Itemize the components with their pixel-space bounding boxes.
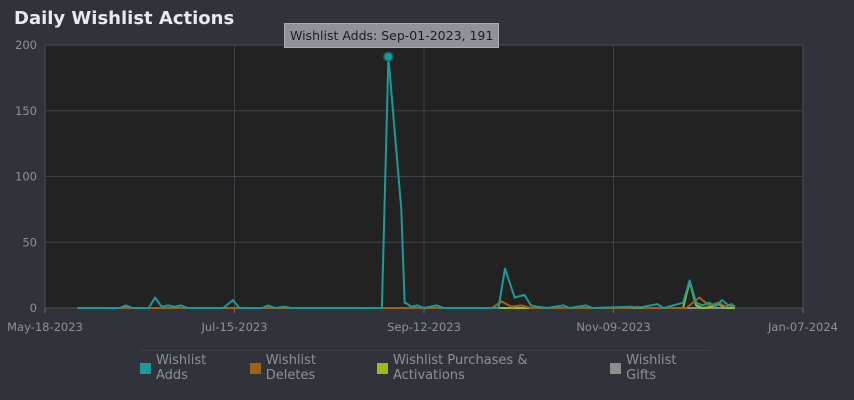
legend-swatch xyxy=(249,362,261,374)
panel-title: Daily Wishlist Actions xyxy=(14,8,235,29)
grid-lines xyxy=(45,45,803,308)
legend-label: Wishlist Deletes xyxy=(265,353,317,383)
legend-swatch xyxy=(140,362,151,374)
y-tick-label: 0 xyxy=(30,301,37,315)
legend-item-wishlist-gifts[interactable]: Wishlist Gifts xyxy=(610,353,710,383)
chart-legend: Wishlist Adds Wishlist Deletes Wishlist Pu… xyxy=(140,350,710,383)
chart-tooltip: Wishlist Adds: Sep-01-2023, 191 xyxy=(284,23,500,48)
legend-item-wishlist-purchases-activations[interactable]: Wishlist Purchases & Activations xyxy=(377,353,602,383)
x-tick-label: May-18-2023 xyxy=(7,320,83,334)
x-tick-label: Jul-15-2023 xyxy=(200,320,267,334)
series-line-wishlist-purchases-activations xyxy=(77,280,735,309)
y-tick-label: 50 xyxy=(22,235,37,249)
highlight-point xyxy=(383,51,394,63)
legend-item-wishlist-adds[interactable]: Wishlist Adds xyxy=(140,353,242,383)
hover-marker xyxy=(383,51,394,63)
legend-label: Wishlist Gifts xyxy=(626,353,677,383)
x-tick-label: Jan-07-2024 xyxy=(767,320,838,334)
legend-item-wishlist-deletes[interactable]: Wishlist Deletes xyxy=(249,353,369,383)
y-tick-label: 150 xyxy=(15,104,37,118)
y-tick-label: 200 xyxy=(15,38,37,52)
x-tick-label: Sep-12-2023 xyxy=(387,320,461,334)
x-tick-label: Nov-09-2023 xyxy=(576,320,650,334)
legend-label: Wishlist Adds xyxy=(155,353,207,383)
legend-swatch xyxy=(610,362,622,374)
axis-ticks: 0 50 100 150 200 May-18-2023 Jul-15-2023 Sep-12… xyxy=(7,38,838,334)
legend-swatch xyxy=(377,362,388,374)
legend-label: Wishlist Purchases & Activations xyxy=(392,353,528,383)
series-line-wishlist-adds xyxy=(77,55,736,309)
y-tick-label: 100 xyxy=(15,170,37,184)
series-lines xyxy=(77,55,736,309)
